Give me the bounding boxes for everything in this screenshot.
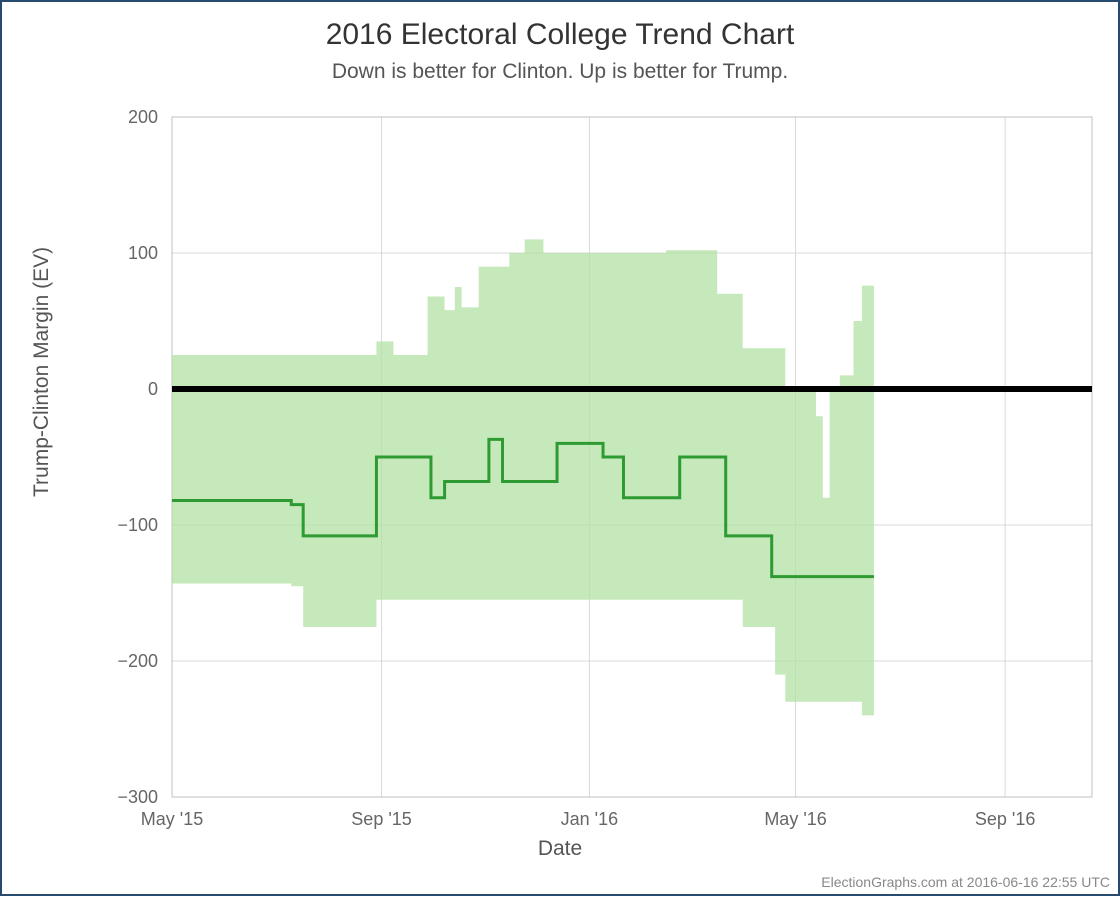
x-tick-label: May '16 (764, 809, 826, 829)
margin-band (172, 239, 874, 715)
y-tick-label: 0 (148, 379, 158, 399)
chart-plot: −300 −200 −100 0 100 200 May '15 Sep '15 Jan '16… (2, 2, 1120, 898)
chart-frame: 2016 Electoral College Trend Chart Down … (0, 0, 1120, 896)
x-tick-label: Sep '16 (975, 809, 1036, 829)
y-tick-label: 200 (128, 107, 158, 127)
x-tick-label: May '15 (141, 809, 203, 829)
y-tick-label: 100 (128, 243, 158, 263)
y-tick-label: −100 (117, 515, 158, 535)
y-tick-label: −200 (117, 651, 158, 671)
y-tick-label: −300 (117, 787, 158, 807)
chart-footer: ElectionGraphs.com at 2016-06-16 22:55 U… (821, 874, 1110, 890)
x-tick-label: Jan '16 (561, 809, 618, 829)
x-tick-label: Sep '15 (351, 809, 412, 829)
